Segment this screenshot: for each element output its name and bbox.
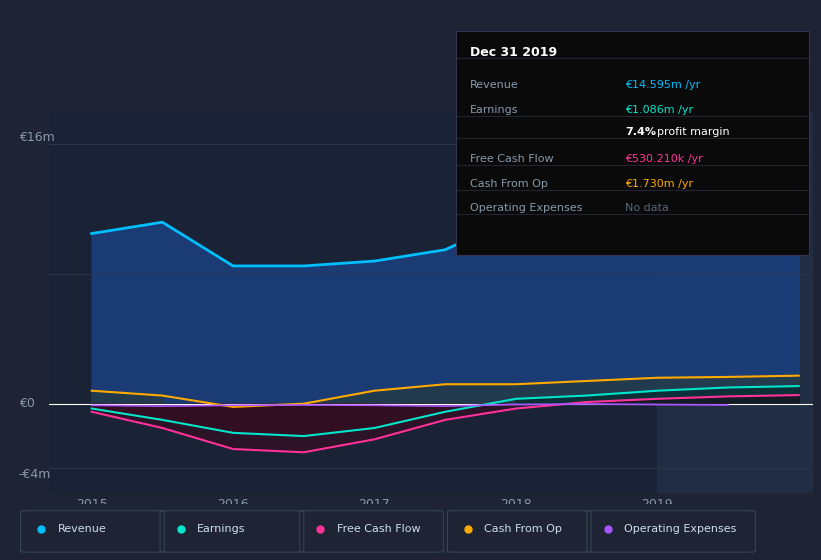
Text: €530.210k /yr: €530.210k /yr [625, 154, 703, 164]
Text: Earnings: Earnings [470, 105, 518, 115]
Text: €14.595m /yr: €14.595m /yr [625, 80, 700, 90]
Text: Earnings: Earnings [197, 524, 245, 534]
Text: Operating Expenses: Operating Expenses [624, 524, 736, 534]
Text: Revenue: Revenue [57, 524, 106, 534]
Text: Operating Expenses: Operating Expenses [470, 203, 582, 213]
Text: Cash From Op: Cash From Op [470, 179, 548, 189]
Text: Revenue: Revenue [470, 80, 519, 90]
Text: Cash From Op: Cash From Op [484, 524, 562, 534]
Text: €0: €0 [19, 397, 34, 410]
Text: Dec 31 2019: Dec 31 2019 [470, 46, 557, 59]
Text: profit margin: profit margin [657, 127, 730, 137]
Text: €1.730m /yr: €1.730m /yr [625, 179, 693, 189]
Text: No data: No data [625, 203, 669, 213]
Text: Free Cash Flow: Free Cash Flow [470, 154, 553, 164]
Text: 7.4%: 7.4% [625, 127, 656, 137]
Text: Free Cash Flow: Free Cash Flow [337, 524, 420, 534]
Text: €1.086m /yr: €1.086m /yr [625, 105, 693, 115]
Bar [658, 112, 821, 493]
Text: -€4m: -€4m [19, 469, 51, 482]
Text: €16m: €16m [19, 132, 54, 144]
